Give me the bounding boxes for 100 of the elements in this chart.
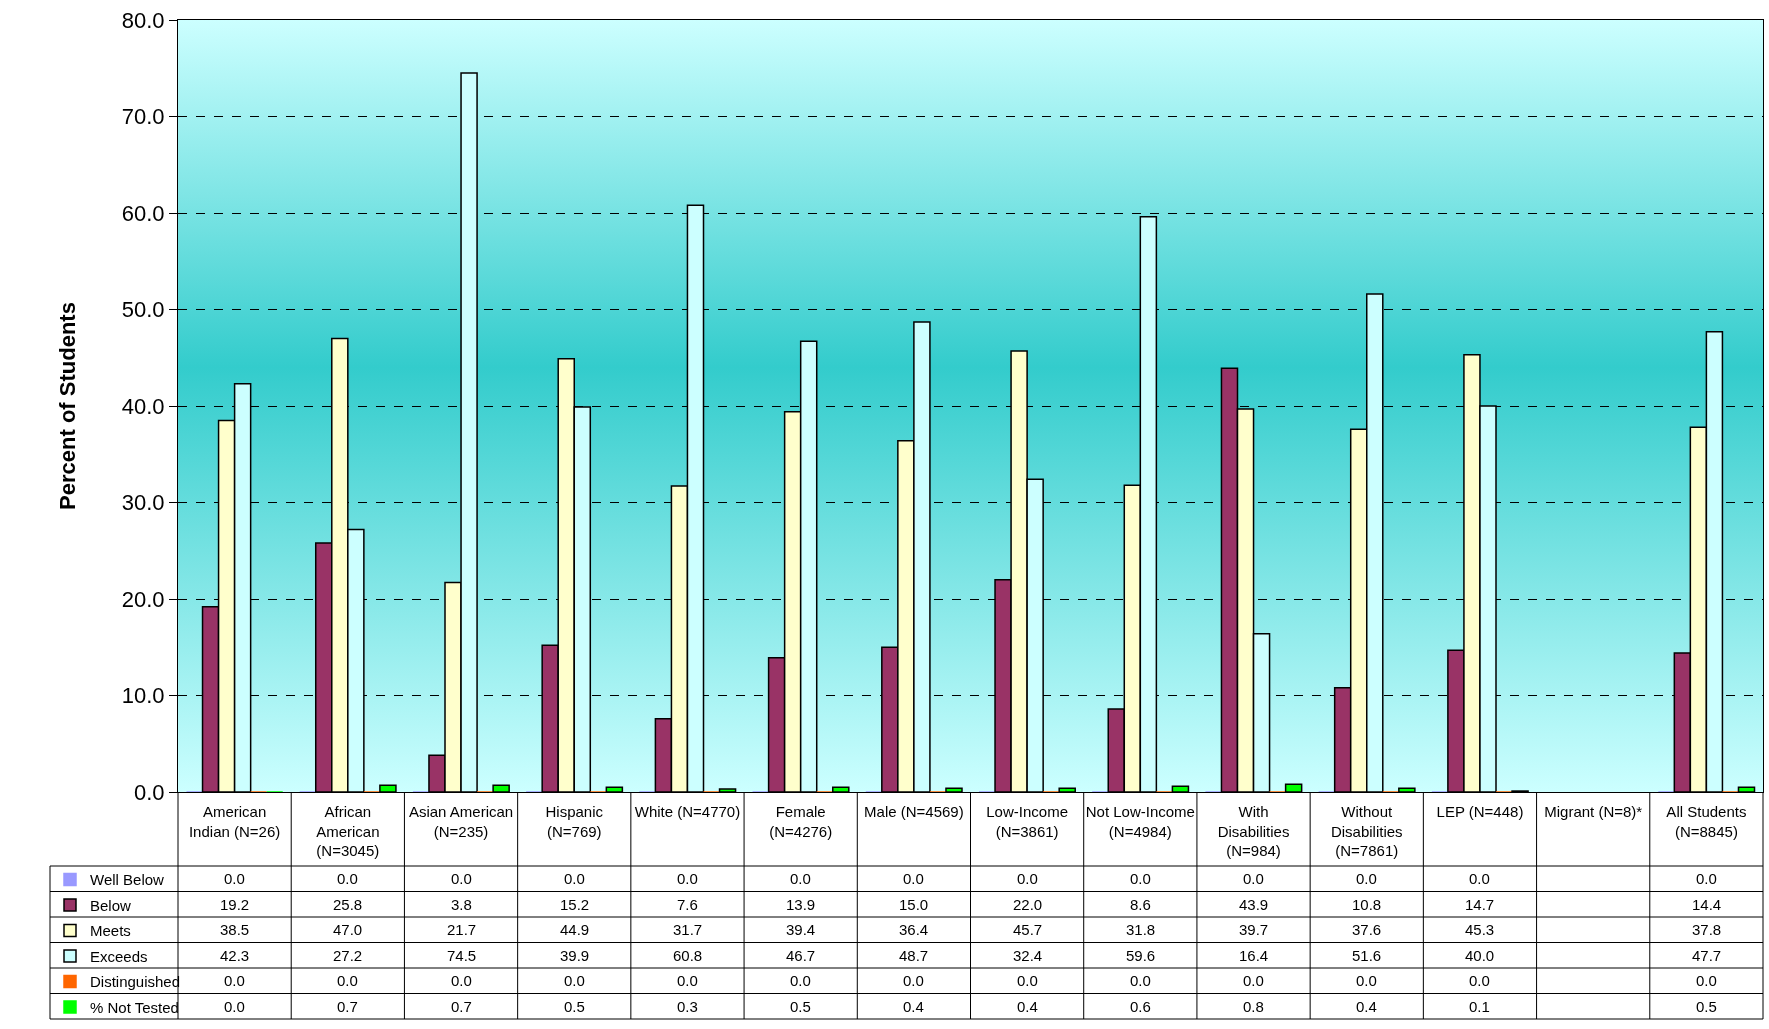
y-axis-title: Percent of Students <box>54 302 80 510</box>
x-tick-label: White (N=4770) <box>634 803 741 820</box>
data-label: 51.6 <box>1352 947 1382 964</box>
data-label: 0.0 <box>564 972 585 989</box>
x-tick-label: With Disabilities (N=984) <box>1217 803 1290 859</box>
data-label: 0.0 <box>790 870 811 887</box>
data-label: 19.2 <box>220 896 250 913</box>
data-label: 36.4 <box>899 921 929 938</box>
data-label: 47.7 <box>1692 947 1722 964</box>
x-tick-label: All Students (N=8845) <box>1666 803 1747 840</box>
data-label: 48.7 <box>899 947 929 964</box>
data-label: 0.0 <box>1469 870 1490 887</box>
data-label: 38.5 <box>220 921 250 938</box>
data-label: 0.0 <box>1017 870 1038 887</box>
data-label: 0.0 <box>564 870 585 887</box>
data-label: 0.0 <box>1356 870 1377 887</box>
data-label: 44.9 <box>560 921 590 938</box>
y-tick-label: 40.0 <box>121 393 165 419</box>
data-label: 0.0 <box>224 998 245 1015</box>
data-label: 7.6 <box>677 896 698 913</box>
data-label: 39.4 <box>786 921 816 938</box>
legend-label: Well Below <box>90 871 165 889</box>
data-label: 10.8 <box>1352 896 1382 913</box>
data-label: 31.7 <box>673 921 703 938</box>
y-tick-label: 20.0 <box>121 586 165 612</box>
data-label: 37.6 <box>1352 921 1382 938</box>
x-tick-label: Migrant (N=8)* <box>1544 803 1643 820</box>
legend-label: Meets <box>90 922 131 940</box>
data-label: 0.0 <box>1243 972 1264 989</box>
y-tick-label: 60.0 <box>121 200 165 226</box>
data-label: 16.4 <box>1239 947 1269 964</box>
x-tick-label: Female (N=4276) <box>769 803 833 840</box>
data-label: 27.2 <box>333 947 363 964</box>
data-label: 0.0 <box>1696 870 1717 887</box>
data-label: 0.0 <box>337 870 358 887</box>
data-label: 0.4 <box>903 998 924 1015</box>
data-label: 0.0 <box>1243 870 1264 887</box>
x-tick-label: Not Low-Income (N=4984) <box>1085 803 1195 840</box>
data-label: 60.8 <box>673 947 703 964</box>
data-label: 0.1 <box>1469 998 1490 1015</box>
data-label: 47.0 <box>333 921 363 938</box>
x-tick-label: Low-Income (N=3861) <box>986 803 1068 840</box>
data-label: 39.9 <box>560 947 590 964</box>
x-tick-label: Hispanic (N=769) <box>545 803 604 840</box>
data-label: 8.6 <box>1130 896 1151 913</box>
data-label: 15.0 <box>899 896 929 913</box>
data-label: 25.8 <box>333 896 363 913</box>
data-label: 0.0 <box>903 972 924 989</box>
data-label: 32.4 <box>1013 947 1043 964</box>
data-label: 0.0 <box>451 870 472 887</box>
x-tick-label: Male (N=4569) <box>864 803 964 820</box>
x-tick-label: American Indian (N=26) <box>188 803 281 840</box>
y-tick-label: 30.0 <box>121 490 165 516</box>
legend-label: Exceeds <box>90 947 148 965</box>
data-label: 46.7 <box>786 947 816 964</box>
legend-label: % Not Tested <box>90 998 179 1016</box>
data-label: 0.0 <box>903 870 924 887</box>
data-label: 74.5 <box>447 947 477 964</box>
data-label: 0.4 <box>1017 998 1038 1015</box>
data-label: 45.3 <box>1465 921 1495 938</box>
y-tick-label: 10.0 <box>121 683 165 709</box>
x-tick-label: Asian American (N=235) <box>408 803 514 840</box>
data-label: 0.5 <box>1696 998 1717 1015</box>
data-label: 0.0 <box>1130 870 1151 887</box>
legend-label: Distinguished <box>90 973 181 991</box>
x-tick-label: LEP (N=448) <box>1436 803 1524 820</box>
data-label: 39.7 <box>1239 921 1269 938</box>
data-label: 0.0 <box>677 972 698 989</box>
data-label: 0.0 <box>1696 972 1717 989</box>
y-tick-label: 0.0 <box>134 779 165 805</box>
data-label: 0.0 <box>224 972 245 989</box>
data-label: 37.8 <box>1692 921 1722 938</box>
data-label: 0.7 <box>337 998 358 1015</box>
data-label: 43.9 <box>1239 896 1269 913</box>
y-tick-label: 50.0 <box>121 297 165 323</box>
data-label: 0.8 <box>1243 998 1264 1015</box>
data-label: 31.8 <box>1126 921 1156 938</box>
data-label: 0.0 <box>790 972 811 989</box>
data-label: 0.0 <box>1469 972 1490 989</box>
x-tick-label: Without Disabilities (N=7861) <box>1330 803 1403 859</box>
legend-label: Below <box>90 896 132 914</box>
data-label: 0.0 <box>337 972 358 989</box>
data-label: 42.3 <box>220 947 250 964</box>
data-label: 21.7 <box>447 921 477 938</box>
data-label: 14.7 <box>1465 896 1495 913</box>
data-label: 0.5 <box>564 998 585 1015</box>
data-label: 0.0 <box>224 870 245 887</box>
data-label: 22.0 <box>1013 896 1043 913</box>
data-label: 14.4 <box>1692 896 1722 913</box>
data-label: 0.4 <box>1356 998 1377 1015</box>
data-label: 0.3 <box>677 998 698 1015</box>
data-label: 0.7 <box>451 998 472 1015</box>
x-tick-label: African American (N=3045) <box>316 803 380 859</box>
data-label: 0.0 <box>677 870 698 887</box>
data-label: 0.6 <box>1130 998 1151 1015</box>
data-label: 0.0 <box>451 972 472 989</box>
data-label: 0.0 <box>1356 972 1377 989</box>
y-tick-label: 70.0 <box>121 104 165 130</box>
data-label: 59.6 <box>1126 947 1156 964</box>
data-label: 0.0 <box>1017 972 1038 989</box>
